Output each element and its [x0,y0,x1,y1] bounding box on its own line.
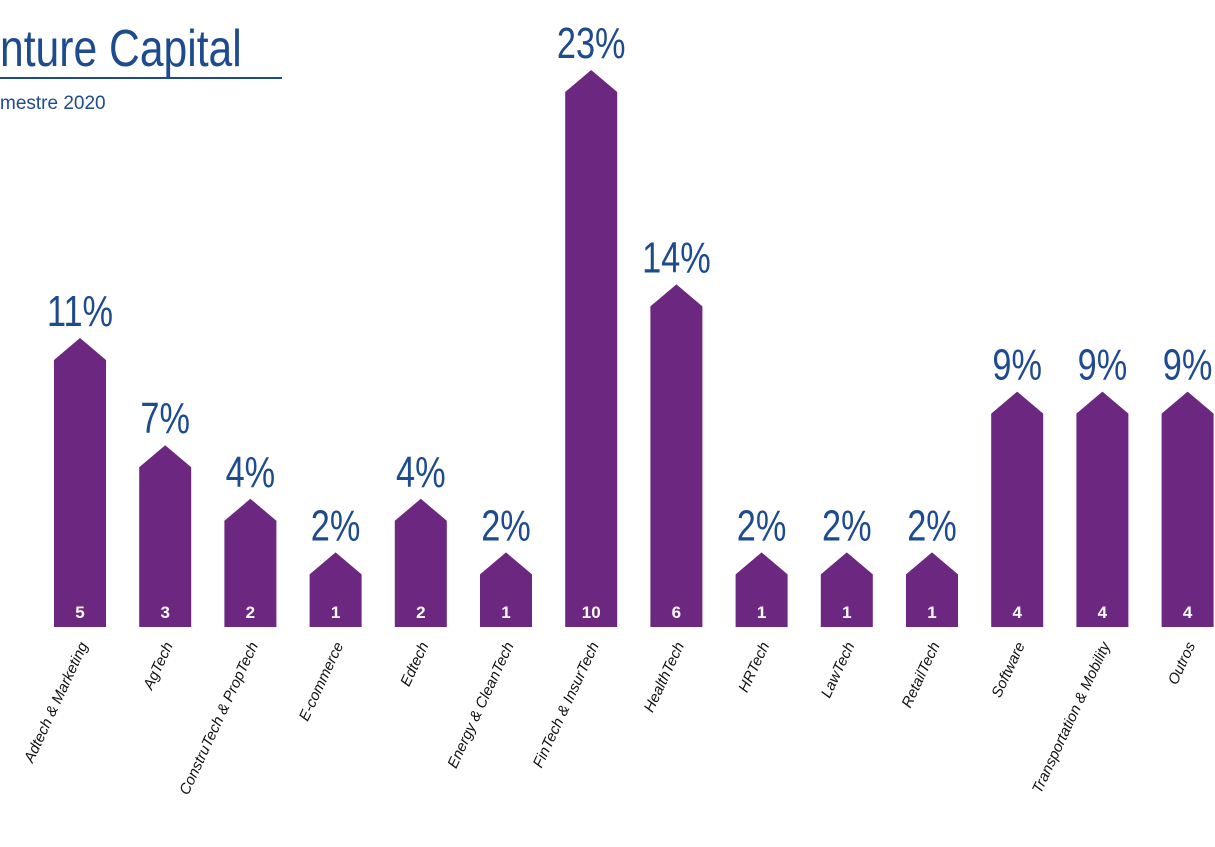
count-label: 1 [927,603,936,622]
count-label: 6 [672,603,681,622]
bar [735,552,788,627]
share-label: 4% [226,448,276,497]
x-tick-label: Software [988,640,1028,701]
x-tick-label: Transportation & Mobility [1029,638,1115,796]
count-label: 1 [501,603,510,622]
bar [820,552,873,627]
count-label: 2 [246,603,255,622]
bar [224,498,277,627]
count-label: 10 [582,603,601,622]
bar [565,70,618,627]
share-label: 4% [396,448,446,497]
x-tick-label: Edtech [397,640,432,690]
share-label: 9% [992,341,1042,390]
count-label: 5 [75,603,84,622]
x-tick-label: Outros [1165,639,1200,687]
bar [309,552,362,627]
share-label: 14% [642,233,711,282]
share-label: 7% [140,394,190,443]
x-tick-label: Adtech & Marketing [20,639,91,766]
count-label: 1 [757,603,766,622]
x-tick-label: AgTech [140,640,177,694]
count-label: 3 [160,603,169,622]
bar [650,284,703,627]
bar [54,338,106,627]
bar [1161,391,1214,627]
count-label: 2 [416,603,425,622]
x-tick-label: E-commerce [296,640,347,724]
x-tick-label: ConstruTech & PropTech [176,640,262,798]
x-tick-label: LawTech [818,640,859,701]
bar [991,391,1044,627]
share-label: 9% [1163,341,1213,390]
share-label: 9% [1078,341,1128,390]
x-tick-label: Energy & CleanTech [444,640,517,771]
share-label: 11% [47,287,113,336]
count-label: 4 [1183,603,1193,622]
bar [394,498,447,627]
share-label: 2% [737,501,787,550]
count-label: 4 [1098,603,1108,622]
chart-title: nture Capital [0,20,242,78]
x-tick-label: RetailTech [898,640,943,711]
share-label: 2% [907,501,957,550]
share-label: 2% [822,501,872,550]
chart-subtitle: mestre 2020 [0,93,106,114]
x-tick-label: HealthTech [641,640,688,715]
share-label: 2% [311,501,361,550]
bar [480,552,532,627]
share-label: 2% [481,501,531,550]
count-label: 1 [331,603,340,622]
share-label: 23% [557,19,626,68]
bar [139,445,192,627]
x-tick-label: FinTech & InsurTech [530,640,603,771]
count-label: 4 [1012,603,1022,622]
x-tick-label: HRTech [735,640,773,696]
count-label: 1 [842,603,851,622]
bar [1076,391,1129,627]
bar [906,552,958,627]
